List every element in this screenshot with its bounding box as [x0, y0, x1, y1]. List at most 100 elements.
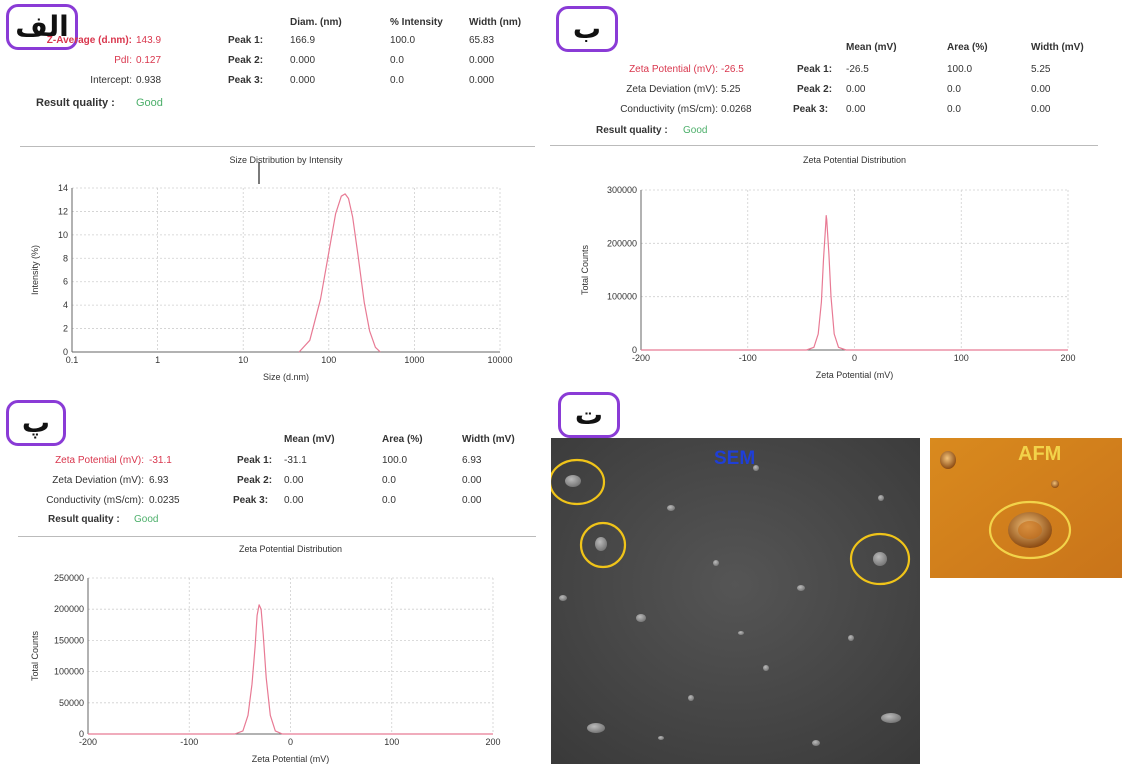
- chart-c-series-line: [88, 604, 493, 735]
- peak-1-mean: -26.5: [846, 64, 869, 75]
- chart-c-x-tick-label: 100: [384, 737, 399, 747]
- result-quality-value: Good: [136, 97, 163, 109]
- peak-1-width: 65.83: [469, 35, 495, 46]
- chart-a-x-tick-label: 10: [238, 355, 248, 365]
- panel-c-divider: [18, 536, 536, 537]
- chart-c-y-axis-label: Total Counts: [30, 630, 40, 681]
- peak-2-width: 0.00: [462, 475, 482, 486]
- sem-image: [551, 438, 920, 764]
- chart-c-y-tick-label: 200000: [54, 604, 84, 614]
- chart-b-x-tick-label: 100: [954, 353, 969, 363]
- result-quality-key: Result quality :: [596, 125, 668, 136]
- chart-c-x-tick-label: -100: [180, 737, 198, 747]
- afm-label: AFM: [1018, 443, 1062, 465]
- afm-micrograph: AFM: [930, 438, 1122, 578]
- zeta-deviation-value: 6.93: [149, 475, 169, 486]
- peak-3-width: 0.000: [469, 75, 495, 86]
- conductivity-value: 0.0268: [721, 104, 752, 115]
- peak-header-width: Width (mV): [1031, 42, 1084, 53]
- conductivity-key: Conductivity (mS/cm):: [46, 495, 144, 506]
- chart-a-title: Size Distribution by Intensity: [229, 155, 343, 165]
- chart-a-series-line: [298, 193, 381, 353]
- chart-a-x-tick-label: 1: [155, 355, 160, 365]
- chart-a-y-tick-label: 12: [58, 206, 68, 216]
- peak-2-area: 0.0: [947, 84, 961, 95]
- chart-c-x-tick-label: -200: [79, 737, 97, 747]
- chart-b-series-line: [641, 214, 1068, 351]
- size-distribution-chart: Size Distribution by Intensity 0.1 1 10 10 0 1…: [30, 155, 513, 382]
- chart-c-y-tick-label: 0: [79, 729, 84, 739]
- chart-c-x-axis-label: Zeta Potential (mV): [252, 754, 330, 764]
- peak-3-area: 0.0: [382, 495, 396, 506]
- pdi-value: 0.127: [136, 55, 162, 66]
- chart-b-x-tick-label: -200: [632, 353, 650, 363]
- chart-c-y-tick-label: 150000: [54, 635, 84, 645]
- peak-1-intensity: 100.0: [390, 35, 416, 46]
- afm-image: [930, 438, 1122, 578]
- chart-b-title: Zeta Potential Distribution: [803, 155, 906, 165]
- result-quality-key: Result quality :: [36, 97, 115, 109]
- chart-a-y-tick-label: 0: [63, 347, 68, 357]
- zeta-deviation-key: Zeta Deviation (mV):: [626, 84, 718, 95]
- peak-3-label: Peak 3:: [228, 75, 264, 86]
- chart-a-x-tick-label: 10000: [487, 355, 512, 365]
- chart-a-x-tick-label: 0.1: [66, 355, 79, 365]
- chart-b-y-tick-label: 300000: [607, 185, 637, 195]
- result-quality-key: Result quality :: [48, 514, 120, 525]
- intercept-value: 0.938: [136, 75, 162, 86]
- chart-c-x-tick-label: 200: [485, 737, 500, 747]
- sem-label: SEM: [714, 448, 756, 469]
- peak-2-label: Peak 2:: [228, 55, 264, 66]
- conductivity-key: Conductivity (mS/cm):: [620, 104, 718, 115]
- chart-a-y-tick-label: 6: [63, 277, 68, 287]
- peak-header-width: Width (nm): [469, 17, 522, 28]
- peak-3-label: Peak 3:: [233, 495, 269, 506]
- chart-a-y-tick-label: 14: [58, 183, 68, 193]
- peak-header-mean: Mean (mV): [284, 434, 335, 445]
- zeta-distribution-chart-c: Zeta Potential Distribution -200 -100 0 100 2…: [30, 544, 501, 764]
- chart-a-y-tick-label: 10: [58, 230, 68, 240]
- peak-1-label: Peak 1:: [237, 455, 273, 466]
- peak-header-intensity: % Intensity: [390, 17, 443, 28]
- zeta-deviation-key: Zeta Deviation (mV):: [52, 475, 144, 486]
- peak-2-label: Peak 2:: [237, 475, 273, 486]
- peak-1-width: 6.93: [462, 455, 482, 466]
- chart-b-x-axis-label: Zeta Potential (mV): [816, 370, 894, 380]
- peak-1-label: Peak 1:: [797, 64, 833, 75]
- peak-3-width: 0.00: [462, 495, 482, 506]
- peak-1-area: 100.0: [382, 455, 408, 466]
- panel-label-te: ت: [558, 392, 620, 438]
- chart-a-y-tick-label: 8: [63, 253, 68, 263]
- peak-2-intensity: 0.0: [390, 55, 404, 66]
- peak-3-mean: 0.00: [846, 104, 866, 115]
- chart-c-y-tick-label: 50000: [59, 698, 84, 708]
- peak-2-label: Peak 2:: [797, 84, 833, 95]
- peak-1-area: 100.0: [947, 64, 973, 75]
- z-average-key: Z-Average (d.nm):: [46, 35, 132, 46]
- zeta-potential-key: Zeta Potential (mV):: [55, 455, 144, 466]
- peak-2-diam: 0.000: [290, 55, 316, 66]
- panel-label-alef: الف: [6, 4, 78, 50]
- peak-header-diam: Diam. (nm): [290, 17, 342, 28]
- chart-b-x-tick-label: -100: [739, 353, 757, 363]
- peak-2-area: 0.0: [382, 475, 396, 486]
- chart-a-y-tick-label: 2: [63, 324, 68, 334]
- sem-micrograph: SEM: [551, 438, 920, 764]
- peak-header-width: Width (mV): [462, 434, 515, 445]
- z-average-value: 143.9: [136, 35, 162, 46]
- peak-3-label: Peak 3:: [793, 104, 829, 115]
- zeta-deviation-value: 5.25: [721, 84, 741, 95]
- chart-b-y-tick-label: 100000: [607, 292, 637, 302]
- peak-header-area: Area (%): [947, 42, 988, 53]
- chart-a-y-axis-label: Intensity (%): [30, 245, 40, 295]
- result-quality-value: Good: [683, 125, 708, 136]
- chart-b-x-tick-label: 200: [1060, 353, 1075, 363]
- peak-2-mean: 0.00: [846, 84, 866, 95]
- chart-b-y-tick-label: 200000: [607, 238, 637, 248]
- panel-label-pe: پ: [6, 400, 66, 446]
- peak-3-intensity: 0.0: [390, 75, 404, 86]
- chart-b-y-axis-label: Total Counts: [580, 244, 590, 295]
- chart-c-title: Zeta Potential Distribution: [239, 544, 342, 554]
- result-quality-value: Good: [134, 514, 159, 525]
- chart-c-y-tick-label: 100000: [54, 667, 84, 677]
